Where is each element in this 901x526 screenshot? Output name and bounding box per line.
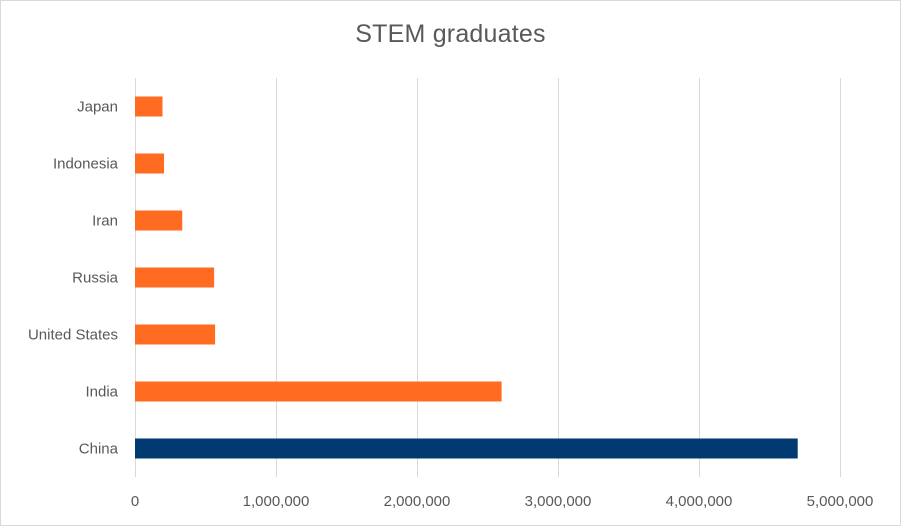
- x-tick-label: 1,000,000: [243, 493, 310, 510]
- category-label: India: [85, 384, 118, 401]
- category-label: Russia: [72, 270, 119, 287]
- category-labels: China India United States Russia Iran Indones…: [28, 99, 119, 458]
- x-tick-label: 0: [131, 493, 139, 510]
- x-tick-label: 3,000,000: [525, 493, 592, 510]
- category-label: Iran: [92, 213, 118, 230]
- x-tick-labels: 0 1,000,000 2,000,000 3,000,000 4,000,000 5,0…: [131, 493, 874, 510]
- chart-title: STEM graduates: [355, 20, 546, 48]
- x-tick-label: 4,000,000: [666, 493, 733, 510]
- category-label: Indonesia: [53, 156, 119, 173]
- bar: [135, 324, 216, 345]
- x-tick-label: 2,000,000: [384, 493, 451, 510]
- category-label: China: [79, 441, 119, 458]
- bar: [135, 210, 183, 231]
- category-label: United States: [28, 327, 118, 344]
- bar: [135, 267, 215, 288]
- bars: [135, 96, 798, 459]
- bar: [135, 153, 165, 174]
- gridlines: [135, 78, 841, 477]
- bar: [135, 438, 798, 459]
- bar: [135, 381, 502, 402]
- bar: [135, 96, 163, 117]
- category-label: Japan: [77, 99, 118, 116]
- x-tick-label: 5,000,000: [807, 493, 874, 510]
